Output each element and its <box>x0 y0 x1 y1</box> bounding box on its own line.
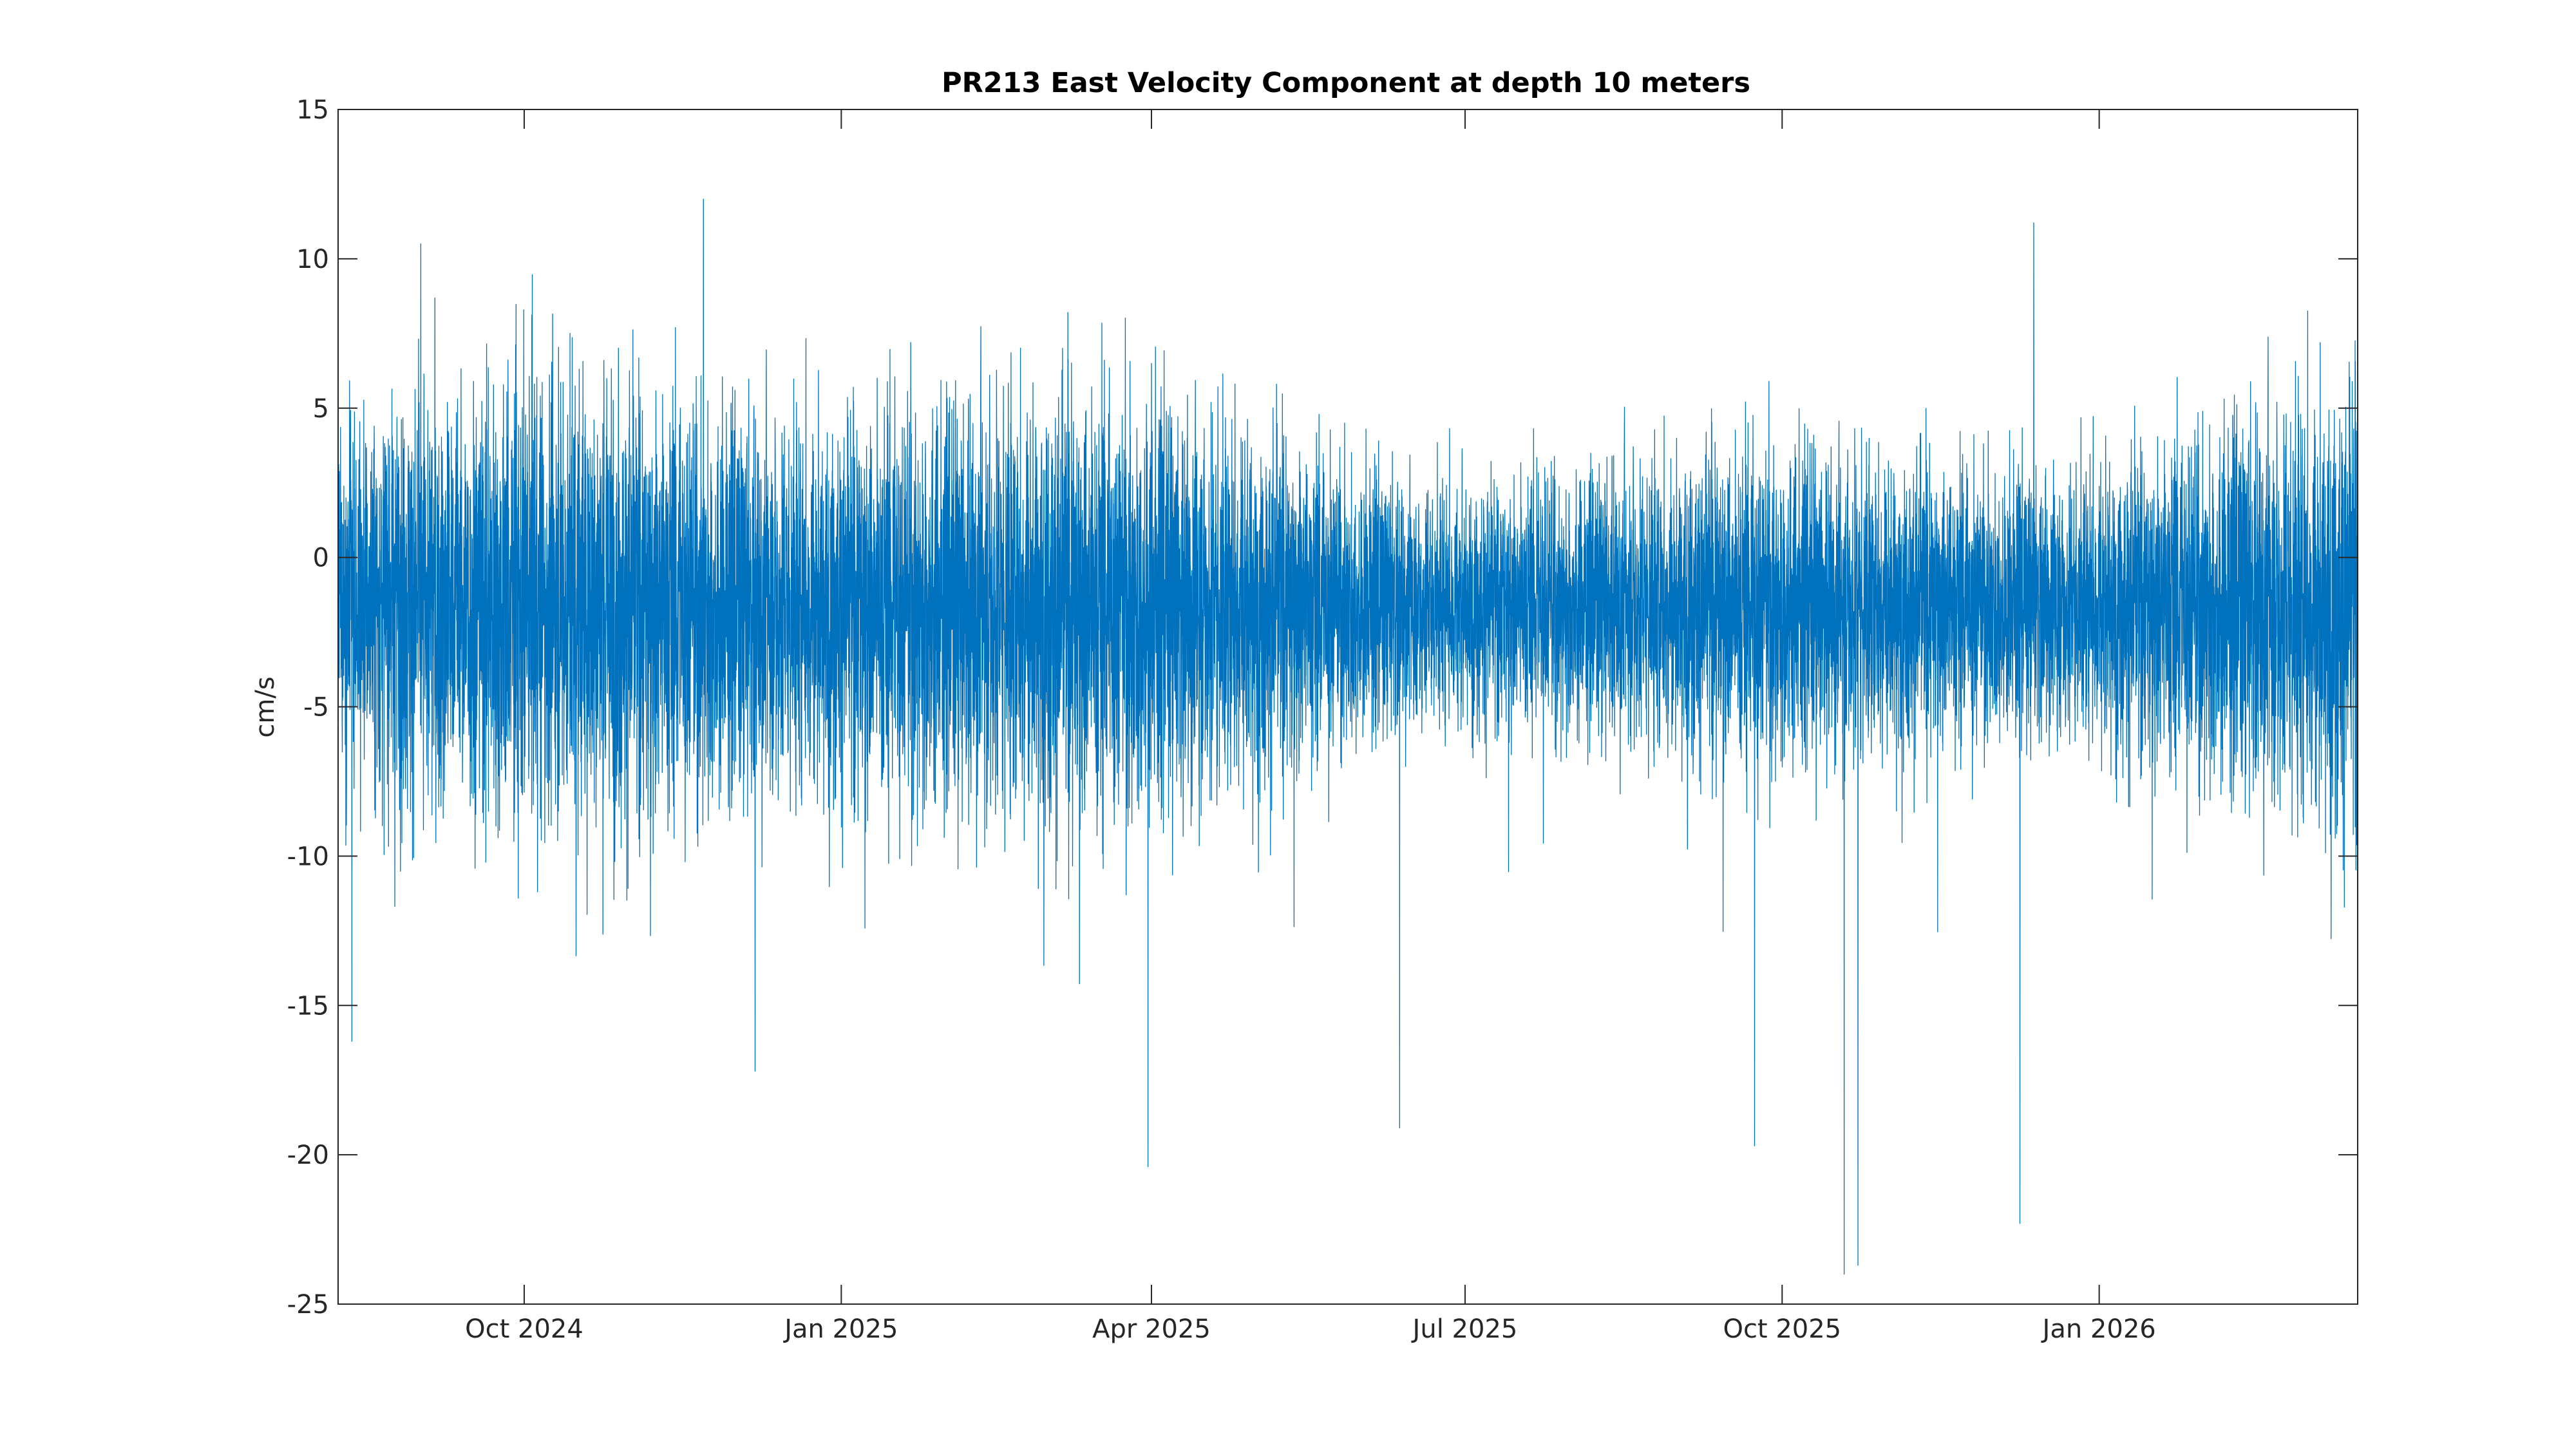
series-line-east-velocity <box>338 198 2358 1275</box>
x-tick-label: Oct 2024 <box>465 1314 583 1344</box>
chart-title: PR213 East Velocity Component at depth 1… <box>942 67 1750 99</box>
x-tick-label: Oct 2025 <box>1723 1314 1841 1344</box>
y-axis-label: cm/s <box>251 676 280 737</box>
plot-area <box>338 198 2358 1275</box>
x-tick-label: Jan 2025 <box>782 1314 898 1344</box>
x-tick-label: Jul 2025 <box>1411 1314 1518 1344</box>
x-tick-label: Apr 2025 <box>1092 1314 1211 1344</box>
y-tick-label: -20 <box>287 1141 329 1170</box>
y-tick-label: -15 <box>287 991 329 1021</box>
y-tick-label: 10 <box>296 245 329 274</box>
y-tick-label: -25 <box>287 1290 329 1320</box>
axes: -25 -20 -15 -10 -5 0 5 10 15 Oct 2024 Jan 2025 Apr … <box>287 95 2358 1344</box>
y-tick-label: -5 <box>303 693 329 723</box>
y-tick-label: 5 <box>313 394 329 424</box>
y-tick-label: -10 <box>287 842 329 871</box>
y-tick-label: 15 <box>296 95 329 125</box>
y-tick-label: 0 <box>313 544 329 573</box>
x-tick-label: Jan 2026 <box>2041 1314 2156 1344</box>
